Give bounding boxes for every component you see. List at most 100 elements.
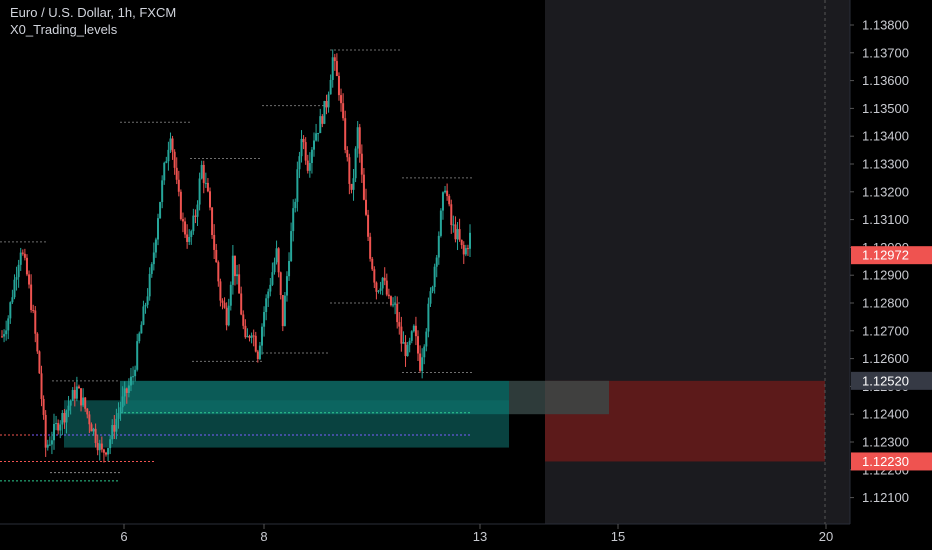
candle-body bbox=[181, 219, 184, 222]
candle-body bbox=[225, 307, 228, 326]
candle-body bbox=[127, 385, 130, 393]
candle-body bbox=[244, 325, 247, 338]
candle-body bbox=[242, 314, 245, 326]
candle-body bbox=[179, 191, 182, 220]
candle-body bbox=[292, 208, 295, 232]
candle-body bbox=[119, 407, 122, 414]
candle-body bbox=[367, 214, 370, 237]
candle-body bbox=[423, 346, 426, 358]
candle-body bbox=[240, 293, 243, 315]
candle-body bbox=[317, 133, 320, 135]
candle-body bbox=[396, 303, 399, 323]
candle-body bbox=[11, 297, 14, 303]
candle-body bbox=[211, 207, 214, 235]
candle-body bbox=[94, 428, 97, 443]
candle-body bbox=[36, 333, 39, 352]
zones-layer bbox=[0, 0, 850, 524]
candle-body bbox=[269, 284, 272, 292]
candle-body bbox=[379, 288, 382, 291]
candle-body bbox=[325, 101, 328, 108]
candle-body bbox=[194, 215, 197, 217]
candle-body bbox=[441, 192, 444, 211]
candle-body bbox=[406, 344, 409, 357]
candle-body bbox=[213, 234, 216, 250]
candle-body bbox=[313, 140, 315, 150]
candle-body bbox=[5, 330, 8, 335]
candle-body bbox=[321, 116, 324, 124]
candle-body bbox=[358, 127, 361, 154]
candle-body bbox=[261, 326, 263, 346]
demand-zone-upper bbox=[120, 380, 509, 415]
candle-body bbox=[32, 310, 35, 312]
candle-body bbox=[115, 418, 118, 432]
candle-body bbox=[333, 57, 336, 62]
candle-body bbox=[412, 325, 415, 332]
candle-body bbox=[281, 295, 284, 327]
y-tick-label: 1.13700 bbox=[862, 45, 909, 60]
candle-body bbox=[348, 157, 351, 184]
candle-body bbox=[57, 423, 60, 431]
candle-body bbox=[350, 183, 353, 190]
candle-body bbox=[177, 179, 180, 192]
candle-body bbox=[61, 413, 64, 425]
candle-body bbox=[392, 304, 395, 306]
y-tick-label: 1.13100 bbox=[862, 212, 909, 227]
candle-body bbox=[219, 281, 222, 301]
candle-body bbox=[82, 397, 85, 406]
zone-extension bbox=[509, 380, 609, 415]
candle-body bbox=[285, 276, 288, 296]
candle-body bbox=[123, 388, 126, 397]
candle-body bbox=[196, 204, 199, 217]
candle-body bbox=[398, 322, 401, 327]
candle-body bbox=[113, 425, 116, 432]
chart-title: Euro / U.S. Dollar, 1h, FXCM bbox=[10, 5, 177, 20]
candle-body bbox=[92, 428, 95, 432]
candle-body bbox=[373, 269, 376, 283]
candle-body bbox=[275, 248, 278, 263]
candle-body bbox=[63, 413, 66, 423]
candle-body bbox=[171, 138, 174, 152]
candle-body bbox=[283, 295, 286, 327]
candle-body bbox=[157, 218, 159, 240]
candle-body bbox=[400, 326, 403, 344]
x-tick-label: 13 bbox=[473, 529, 487, 544]
candle-body bbox=[323, 101, 326, 124]
candle-body bbox=[460, 239, 463, 246]
candle-body bbox=[296, 169, 299, 202]
candle-body bbox=[134, 369, 137, 377]
candle-body bbox=[431, 287, 434, 292]
candle-body bbox=[48, 444, 51, 446]
candle-body bbox=[375, 282, 378, 292]
candle-body bbox=[362, 174, 365, 200]
candle-body bbox=[188, 236, 191, 242]
candle-body bbox=[105, 452, 107, 455]
candle-body bbox=[327, 94, 330, 108]
candle-body bbox=[117, 413, 120, 419]
candle-body bbox=[271, 272, 274, 285]
candle-body bbox=[25, 257, 28, 275]
candle-body bbox=[140, 324, 143, 334]
candle-body bbox=[71, 389, 74, 401]
candle-body bbox=[150, 264, 153, 274]
y-tick-label: 1.12100 bbox=[862, 490, 909, 505]
candle-body bbox=[369, 236, 372, 259]
candle-body bbox=[377, 290, 380, 292]
candle-body bbox=[17, 264, 20, 278]
price-tag-bg bbox=[851, 371, 932, 390]
candle-body bbox=[387, 294, 390, 297]
candle-body bbox=[30, 284, 33, 311]
candle-body bbox=[84, 397, 87, 409]
candle-body bbox=[192, 215, 195, 232]
indicator-label[interactable]: X0_Trading_levels bbox=[10, 22, 118, 37]
candle-body bbox=[44, 414, 47, 448]
candle-body bbox=[15, 277, 18, 280]
candle-body bbox=[175, 167, 178, 180]
candle-body bbox=[169, 138, 172, 150]
candle-body bbox=[229, 284, 232, 306]
candle-body bbox=[429, 291, 432, 304]
candle-body bbox=[464, 248, 467, 255]
candle-body bbox=[102, 449, 105, 453]
candle-body bbox=[233, 255, 236, 277]
